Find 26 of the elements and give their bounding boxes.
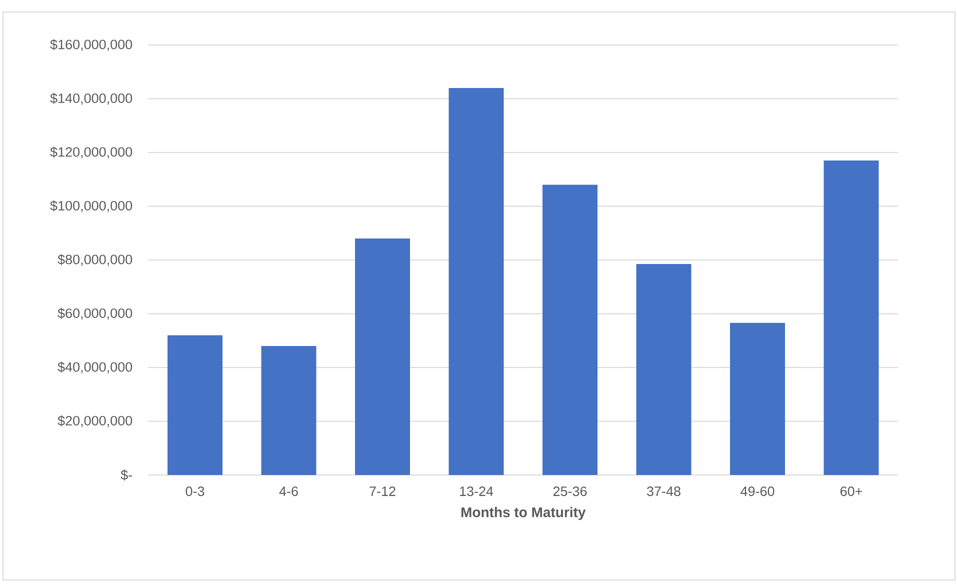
bar — [824, 160, 879, 475]
x-tick-label: 25-36 — [553, 486, 587, 496]
y-tick-label: $120,000,000 — [50, 146, 132, 158]
x-axis-title: Months to Maturity — [461, 506, 586, 520]
bar — [636, 264, 692, 475]
y-tick-label: $160,000,000 — [50, 39, 132, 51]
bar — [168, 335, 222, 475]
y-tick-label: $40,000,000 — [58, 362, 132, 374]
x-tick-label: 49-60 — [740, 486, 774, 496]
bar — [355, 238, 410, 475]
x-tick-label: 60+ — [840, 486, 862, 496]
x-tick-label: 37-48 — [647, 486, 680, 496]
y-tick-label: $- — [120, 470, 132, 480]
x-tick-label: 4-6 — [279, 486, 298, 496]
bar — [448, 88, 504, 475]
x-tick-label: 13-24 — [460, 486, 494, 496]
y-tick-label: $60,000,000 — [58, 308, 132, 320]
y-tick-label: $20,000,000 — [58, 415, 132, 428]
x-tick-label: 0-3 — [186, 486, 204, 496]
y-tick-label: $100,000,000 — [50, 200, 132, 212]
bar — [542, 184, 598, 475]
y-tick-label: $140,000,000 — [50, 92, 132, 105]
bar — [730, 322, 786, 475]
y-tick-label: $80,000,000 — [58, 254, 132, 266]
x-tick-label: 7-12 — [370, 486, 396, 496]
bar — [261, 346, 316, 475]
